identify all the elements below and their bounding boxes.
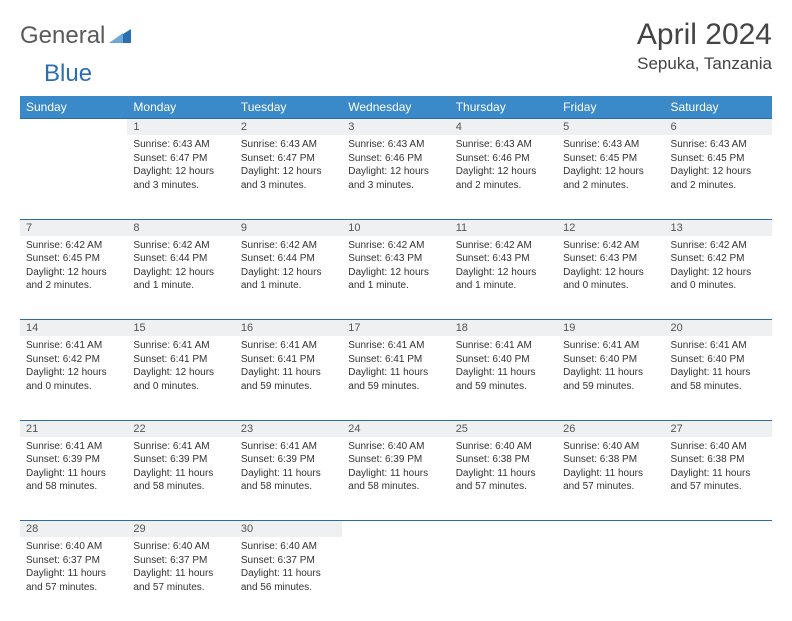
weekday-header: Sunday xyxy=(20,96,127,119)
day-content-cell: Sunrise: 6:43 AMSunset: 6:45 PMDaylight:… xyxy=(557,135,664,219)
day-content-cell: Sunrise: 6:40 AMSunset: 6:37 PMDaylight:… xyxy=(235,537,342,621)
day-number-cell xyxy=(450,521,557,538)
weekday-header: Monday xyxy=(127,96,234,119)
day-number-cell: 1 xyxy=(127,119,234,136)
day-number-cell: 10 xyxy=(342,219,449,236)
day-number-cell: 21 xyxy=(20,420,127,437)
day-content-cell: Sunrise: 6:42 AMSunset: 6:44 PMDaylight:… xyxy=(235,236,342,320)
day-number-cell: 15 xyxy=(127,320,234,337)
weekday-header: Wednesday xyxy=(342,96,449,119)
day-number-cell: 8 xyxy=(127,219,234,236)
day-content-cell: Sunrise: 6:41 AMSunset: 6:39 PMDaylight:… xyxy=(235,437,342,521)
day-content-row: Sunrise: 6:41 AMSunset: 6:39 PMDaylight:… xyxy=(20,437,772,521)
day-number-cell: 29 xyxy=(127,521,234,538)
weekday-header: Saturday xyxy=(665,96,772,119)
day-number-cell: 6 xyxy=(665,119,772,136)
day-content-cell: Sunrise: 6:42 AMSunset: 6:43 PMDaylight:… xyxy=(342,236,449,320)
day-content-cell: Sunrise: 6:42 AMSunset: 6:45 PMDaylight:… xyxy=(20,236,127,320)
day-content-cell: Sunrise: 6:43 AMSunset: 6:47 PMDaylight:… xyxy=(235,135,342,219)
day-content-row: Sunrise: 6:40 AMSunset: 6:37 PMDaylight:… xyxy=(20,537,772,621)
day-content-cell xyxy=(20,135,127,219)
day-content-cell xyxy=(665,537,772,621)
day-number-row: 21222324252627 xyxy=(20,420,772,437)
day-number-cell: 26 xyxy=(557,420,664,437)
day-number-cell xyxy=(665,521,772,538)
day-content-cell: Sunrise: 6:41 AMSunset: 6:41 PMDaylight:… xyxy=(235,336,342,420)
day-content-cell: Sunrise: 6:40 AMSunset: 6:39 PMDaylight:… xyxy=(342,437,449,521)
day-number-cell: 9 xyxy=(235,219,342,236)
day-number-cell: 22 xyxy=(127,420,234,437)
day-number-cell: 25 xyxy=(450,420,557,437)
weekday-header-row: Sunday Monday Tuesday Wednesday Thursday… xyxy=(20,96,772,119)
day-number-cell xyxy=(342,521,449,538)
day-content-cell: Sunrise: 6:43 AMSunset: 6:47 PMDaylight:… xyxy=(127,135,234,219)
day-content-cell: Sunrise: 6:41 AMSunset: 6:40 PMDaylight:… xyxy=(665,336,772,420)
day-content-cell: Sunrise: 6:41 AMSunset: 6:41 PMDaylight:… xyxy=(127,336,234,420)
day-number-cell: 23 xyxy=(235,420,342,437)
day-content-cell: Sunrise: 6:40 AMSunset: 6:38 PMDaylight:… xyxy=(665,437,772,521)
day-number-cell: 2 xyxy=(235,119,342,136)
day-number-cell: 12 xyxy=(557,219,664,236)
day-content-cell: Sunrise: 6:42 AMSunset: 6:43 PMDaylight:… xyxy=(557,236,664,320)
day-content-cell: Sunrise: 6:41 AMSunset: 6:42 PMDaylight:… xyxy=(20,336,127,420)
day-content-cell: Sunrise: 6:41 AMSunset: 6:39 PMDaylight:… xyxy=(127,437,234,521)
day-number-row: 78910111213 xyxy=(20,219,772,236)
day-content-row: Sunrise: 6:43 AMSunset: 6:47 PMDaylight:… xyxy=(20,135,772,219)
day-content-cell: Sunrise: 6:41 AMSunset: 6:40 PMDaylight:… xyxy=(557,336,664,420)
day-content-cell xyxy=(557,537,664,621)
day-content-cell: Sunrise: 6:43 AMSunset: 6:46 PMDaylight:… xyxy=(450,135,557,219)
day-content-cell: Sunrise: 6:42 AMSunset: 6:42 PMDaylight:… xyxy=(665,236,772,320)
day-number-cell: 19 xyxy=(557,320,664,337)
calendar-table: Sunday Monday Tuesday Wednesday Thursday… xyxy=(20,96,772,621)
day-number-row: 123456 xyxy=(20,119,772,136)
day-number-row: 282930 xyxy=(20,521,772,538)
day-content-cell: Sunrise: 6:41 AMSunset: 6:40 PMDaylight:… xyxy=(450,336,557,420)
brand-part2: Blue xyxy=(44,60,92,87)
day-number-cell: 20 xyxy=(665,320,772,337)
day-content-cell: Sunrise: 6:41 AMSunset: 6:39 PMDaylight:… xyxy=(20,437,127,521)
day-content-cell xyxy=(342,537,449,621)
day-number-cell: 17 xyxy=(342,320,449,337)
day-content-row: Sunrise: 6:41 AMSunset: 6:42 PMDaylight:… xyxy=(20,336,772,420)
day-number-cell xyxy=(557,521,664,538)
day-number-cell: 3 xyxy=(342,119,449,136)
brand-part1: General xyxy=(20,22,105,50)
day-number-cell xyxy=(20,119,127,136)
day-content-cell: Sunrise: 6:43 AMSunset: 6:46 PMDaylight:… xyxy=(342,135,449,219)
day-number-cell: 18 xyxy=(450,320,557,337)
day-number-cell: 7 xyxy=(20,219,127,236)
day-number-cell: 28 xyxy=(20,521,127,538)
day-number-cell: 30 xyxy=(235,521,342,538)
brand-triangle-icon xyxy=(109,25,131,48)
day-content-cell: Sunrise: 6:40 AMSunset: 6:37 PMDaylight:… xyxy=(20,537,127,621)
day-number-cell: 13 xyxy=(665,219,772,236)
day-content-cell: Sunrise: 6:42 AMSunset: 6:44 PMDaylight:… xyxy=(127,236,234,320)
day-content-cell: Sunrise: 6:42 AMSunset: 6:43 PMDaylight:… xyxy=(450,236,557,320)
day-number-cell: 4 xyxy=(450,119,557,136)
day-number-cell: 24 xyxy=(342,420,449,437)
day-content-cell: Sunrise: 6:41 AMSunset: 6:41 PMDaylight:… xyxy=(342,336,449,420)
day-content-row: Sunrise: 6:42 AMSunset: 6:45 PMDaylight:… xyxy=(20,236,772,320)
day-number-cell: 11 xyxy=(450,219,557,236)
day-number-row: 14151617181920 xyxy=(20,320,772,337)
weekday-header: Thursday xyxy=(450,96,557,119)
day-content-cell: Sunrise: 6:40 AMSunset: 6:37 PMDaylight:… xyxy=(127,537,234,621)
month-title: April 2024 xyxy=(637,18,772,52)
day-content-cell xyxy=(450,537,557,621)
brand-logo: General xyxy=(20,18,135,50)
day-number-cell: 5 xyxy=(557,119,664,136)
day-content-cell: Sunrise: 6:40 AMSunset: 6:38 PMDaylight:… xyxy=(557,437,664,521)
day-number-cell: 27 xyxy=(665,420,772,437)
day-content-cell: Sunrise: 6:40 AMSunset: 6:38 PMDaylight:… xyxy=(450,437,557,521)
day-number-cell: 14 xyxy=(20,320,127,337)
day-number-cell: 16 xyxy=(235,320,342,337)
day-content-cell: Sunrise: 6:43 AMSunset: 6:45 PMDaylight:… xyxy=(665,135,772,219)
weekday-header: Friday xyxy=(557,96,664,119)
weekday-header: Tuesday xyxy=(235,96,342,119)
